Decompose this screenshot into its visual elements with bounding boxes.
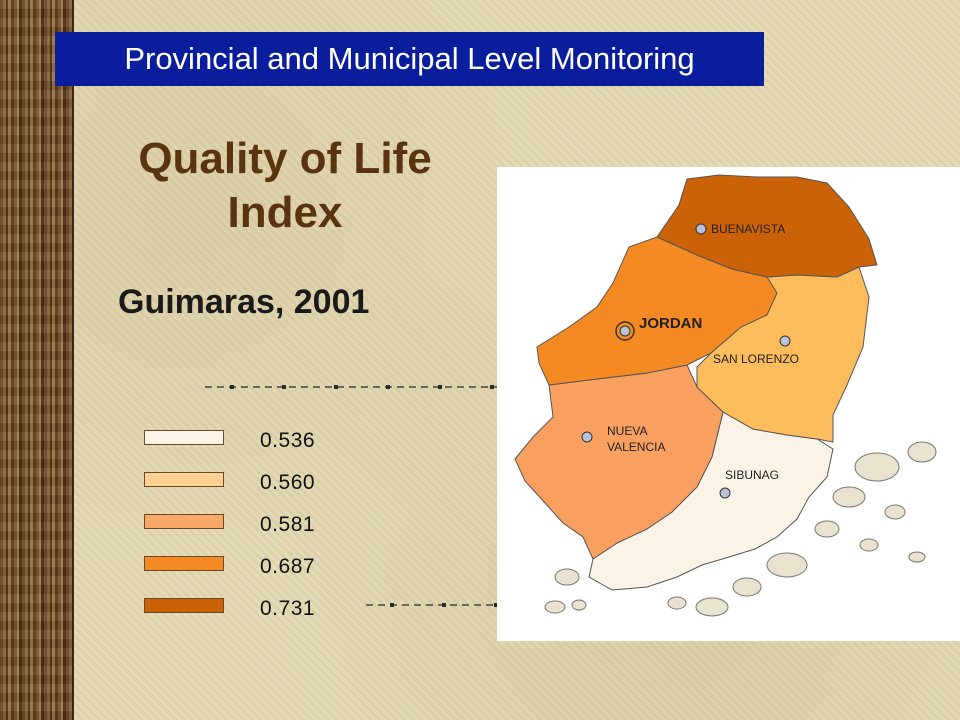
legend-swatch [144, 598, 224, 613]
label-buenavista: BUENAVISTA [711, 222, 785, 236]
connector-dot [334, 385, 338, 389]
island [884, 504, 906, 520]
legend-label: 0.581 [260, 513, 316, 536]
legend-swatch [144, 514, 224, 529]
island [695, 597, 729, 617]
guimaras-map: BUENAVISTA JORDAN SAN LORENZO NUEVA VALE… [497, 167, 960, 641]
connector-dot [386, 385, 390, 389]
legend-label: 0.731 [260, 597, 316, 620]
island [814, 520, 840, 538]
town-marker-jordan-outer [615, 321, 635, 341]
label-jordan: JORDAN [639, 315, 702, 332]
legend-label: 0.536 [260, 429, 316, 452]
island [907, 441, 937, 463]
slide-title: Quality of Life Index [90, 132, 480, 240]
legend-label: 0.687 [260, 555, 316, 578]
header-banner: Provincial and Municipal Level Monitorin… [55, 32, 764, 86]
wood-sidebar [0, 0, 74, 720]
island [832, 486, 866, 508]
town-marker-nueva-valencia [581, 431, 593, 443]
small-islands [544, 441, 937, 617]
town-markers [581, 223, 791, 499]
island [732, 577, 762, 597]
island [667, 596, 687, 610]
connector-dot [230, 385, 234, 389]
connector-dot [442, 603, 446, 607]
label-nueva-valencia-2: VALENCIA [607, 440, 665, 454]
town-marker-buenavista [695, 223, 707, 235]
subtitle: Guimaras, 2001 [118, 283, 370, 321]
title-line-1: Quality of Life [138, 134, 432, 183]
connector-dot [438, 385, 442, 389]
island [859, 538, 879, 552]
connector-dot [494, 603, 498, 607]
island [854, 452, 900, 482]
island [908, 551, 926, 563]
region-buenavista [656, 174, 878, 278]
region-nueva-valencia [514, 364, 724, 560]
legend-label: 0.560 [260, 471, 316, 494]
legend-swatch [144, 556, 224, 571]
label-sibunag: SIBUNAG [725, 468, 779, 482]
connector-dot [390, 603, 394, 607]
title-line-2: Index [227, 188, 343, 237]
island [554, 568, 580, 586]
town-marker-sibunag [719, 487, 731, 499]
label-san-lorenzo: SAN LORENZO [713, 352, 799, 366]
island [544, 600, 566, 614]
town-marker-san-lorenzo [779, 335, 791, 347]
island [766, 552, 808, 578]
legend-swatch [144, 430, 224, 445]
connector-dot [490, 385, 494, 389]
label-nueva-valencia-1: NUEVA [607, 424, 647, 438]
legend-swatch [144, 472, 224, 487]
map-svg: BUENAVISTA JORDAN SAN LORENZO NUEVA VALE… [514, 174, 937, 617]
island [571, 599, 587, 611]
connector-dot [282, 385, 286, 389]
town-marker-jordan [619, 325, 631, 337]
